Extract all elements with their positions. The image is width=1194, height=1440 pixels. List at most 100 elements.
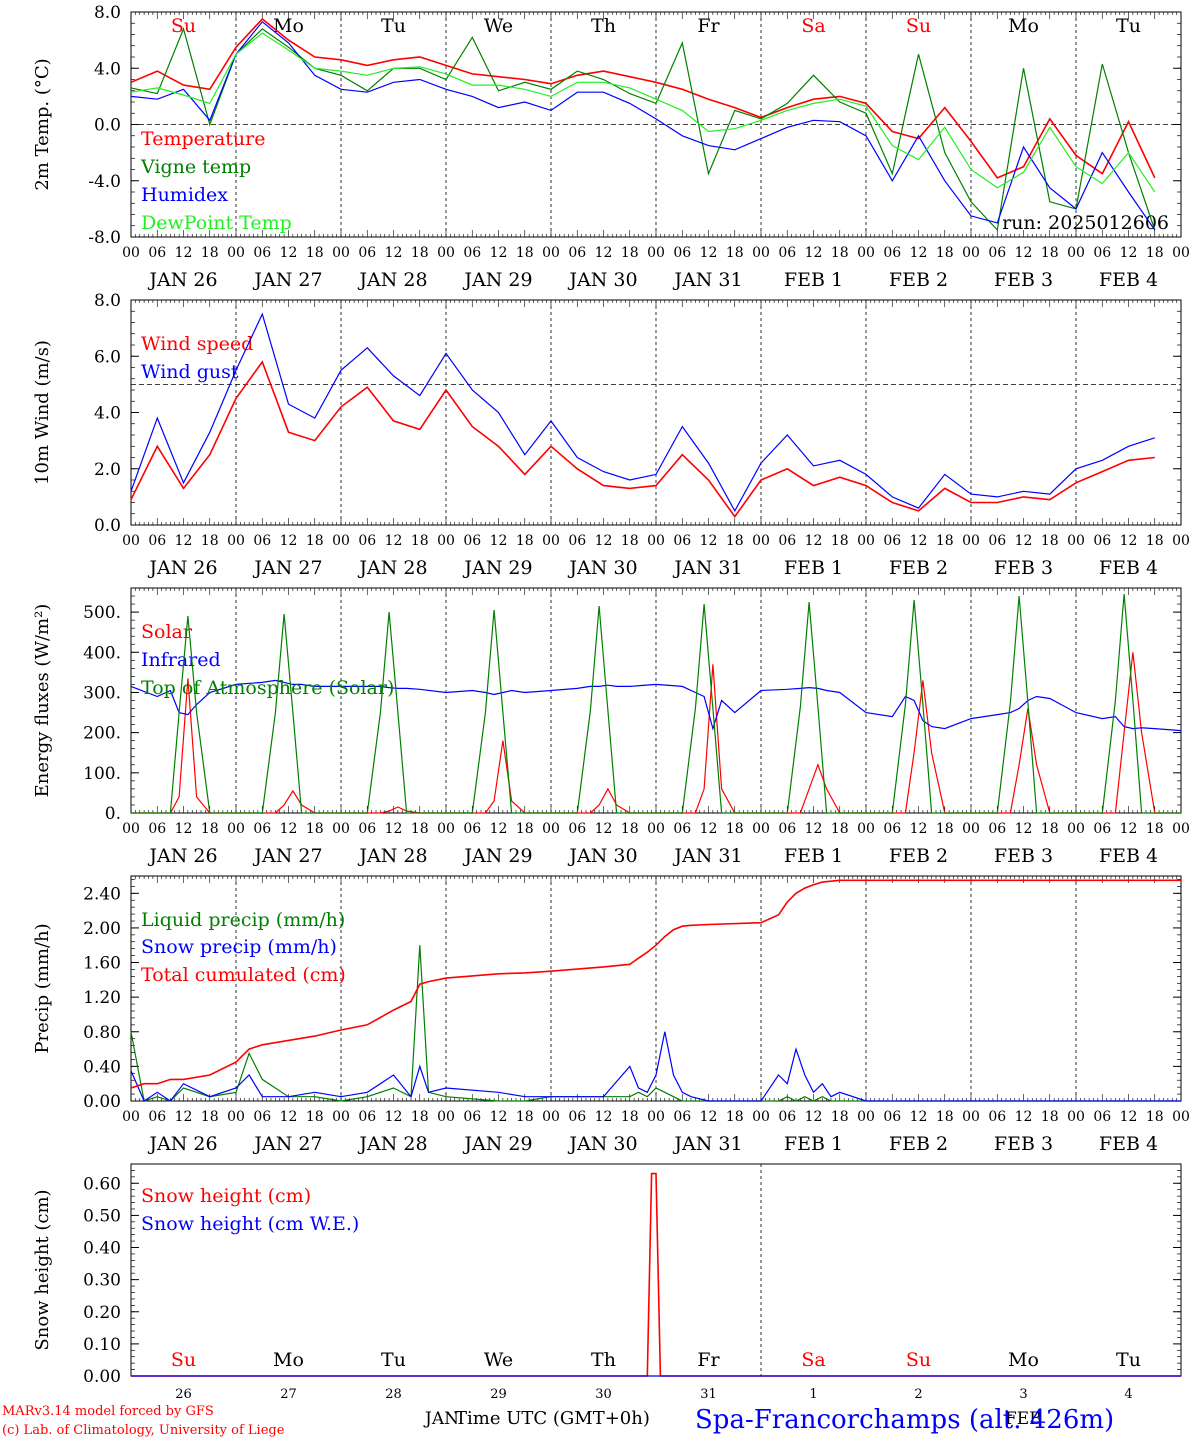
hour-label: 00: [122, 821, 140, 837]
legend-entry: Solar: [141, 621, 193, 643]
hour-label: 06: [568, 821, 586, 837]
day-label: JAN 27: [252, 845, 322, 867]
hour-label: 00: [962, 533, 980, 549]
day-label: FEB 4: [1099, 1133, 1158, 1155]
hour-label: 06: [988, 821, 1006, 837]
series-line: [130, 17, 1156, 179]
y-tick-label: 6.0: [94, 347, 121, 367]
weekday-label: Su: [906, 15, 931, 37]
hour-label: 00: [542, 821, 560, 837]
hour-label: 06: [988, 1109, 1006, 1125]
hour-label: 06: [148, 533, 166, 549]
bottom-day-label: 2: [914, 1387, 922, 1402]
hour-label: 18: [831, 821, 849, 837]
hour-label: 12: [910, 245, 928, 261]
day-label: FEB 1: [784, 1133, 843, 1155]
hour-label: 00: [542, 533, 560, 549]
legend-entry: Snow height (cm W.E.): [141, 1213, 359, 1235]
hour-label: 06: [358, 821, 376, 837]
y-tick-label: 1.60: [83, 954, 121, 974]
y-tick-label: 300.: [83, 683, 121, 703]
hour-label: 00: [332, 533, 350, 549]
series-line: [130, 879, 1181, 1089]
hour-label: 00: [647, 1109, 665, 1125]
bottom-day-label: 26: [175, 1387, 192, 1402]
hour-label: 12: [175, 821, 193, 837]
bottom-day-label: 31: [700, 1387, 717, 1402]
weekday-label: Mo: [273, 15, 304, 37]
hour-label: 00: [647, 821, 665, 837]
hour-label: 12: [700, 1109, 718, 1125]
y-tick-label: 2.00: [83, 919, 121, 939]
y-tick-label: 0.80: [83, 1023, 121, 1043]
weekday-label: Th: [591, 15, 616, 37]
y-tick-label: 4.0: [94, 404, 121, 424]
y-tick-label: 0.10: [83, 1335, 121, 1355]
panel-4: 2.40 2.00 1.60 1.20 0.80 0.40 0.00 Precip (mm/h…: [32, 875, 1190, 1155]
hour-label: 18: [726, 1109, 744, 1125]
hour-label: 12: [280, 821, 298, 837]
weekday-label: Tu: [381, 15, 406, 37]
hour-label: 18: [831, 533, 849, 549]
hour-label: 00: [437, 1109, 455, 1125]
hour-label: 00: [437, 821, 455, 837]
hour-label: 18: [1146, 533, 1164, 549]
series-line: [130, 312, 1155, 513]
hour-label: 06: [673, 533, 691, 549]
y-axis-label: Precip (mm/h): [32, 923, 53, 1053]
hour-label: 12: [385, 1109, 403, 1125]
day-label: JAN 28: [357, 557, 427, 579]
hour-label: 06: [253, 533, 271, 549]
hour-label: 12: [280, 533, 298, 549]
hour-label: 12: [490, 533, 508, 549]
day-label: JAN 29: [462, 845, 532, 867]
bottom-month-jan: JAN: [423, 1409, 459, 1429]
day-label: JAN 26: [147, 269, 217, 291]
y-tick-label: 0.0: [94, 116, 121, 136]
y-tick-label: -4.0: [88, 172, 121, 192]
y-axis-label: 10m Wind (m/s): [32, 340, 53, 485]
weekday-label: We: [484, 1349, 513, 1371]
hour-label: 00: [857, 821, 875, 837]
hour-label: 00: [1172, 1109, 1190, 1125]
legend-entry: Temperature: [141, 128, 265, 150]
hour-label: 18: [201, 245, 219, 261]
day-label: JAN 26: [147, 1133, 217, 1155]
hour-label: 00: [1067, 821, 1085, 837]
hour-label: 18: [1146, 1109, 1164, 1125]
hour-label: 06: [883, 1109, 901, 1125]
hour-label: 00: [647, 245, 665, 261]
hour-label: 00: [752, 533, 770, 549]
bottom-day-label: 29: [490, 1387, 507, 1402]
hour-label: 18: [201, 821, 219, 837]
weekday-label: Su: [906, 1349, 931, 1371]
hour-label: 06: [1093, 821, 1111, 837]
hour-label: 00: [1172, 533, 1190, 549]
hour-label: 18: [1041, 821, 1059, 837]
hour-label: 18: [516, 821, 534, 837]
hour-label: 00: [647, 533, 665, 549]
hour-label: 00: [752, 1109, 770, 1125]
legend-entry: Vigne temp: [140, 156, 251, 178]
hour-label: 06: [883, 245, 901, 261]
day-label: JAN 31: [672, 269, 742, 291]
weekday-label: Tu: [1116, 1349, 1141, 1371]
hour-label: 12: [490, 821, 508, 837]
hour-label: 06: [253, 1109, 271, 1125]
hour-label: 06: [148, 821, 166, 837]
hour-label: 12: [805, 245, 823, 261]
hour-label: 06: [358, 533, 376, 549]
legend-entry: Humidex: [141, 184, 228, 206]
hour-label: 18: [306, 533, 324, 549]
hour-label: 12: [910, 533, 928, 549]
hour-label: 18: [411, 1109, 429, 1125]
bottom-day-label: 4: [1124, 1387, 1132, 1402]
weekday-label: Sa: [801, 15, 825, 37]
hour-label: 12: [175, 1109, 193, 1125]
hour-label: 06: [253, 821, 271, 837]
weekday-label: Tu: [1116, 15, 1141, 37]
hour-label: 00: [1172, 821, 1190, 837]
y-tick-label: 500.: [83, 603, 121, 623]
hour-label: 06: [673, 245, 691, 261]
